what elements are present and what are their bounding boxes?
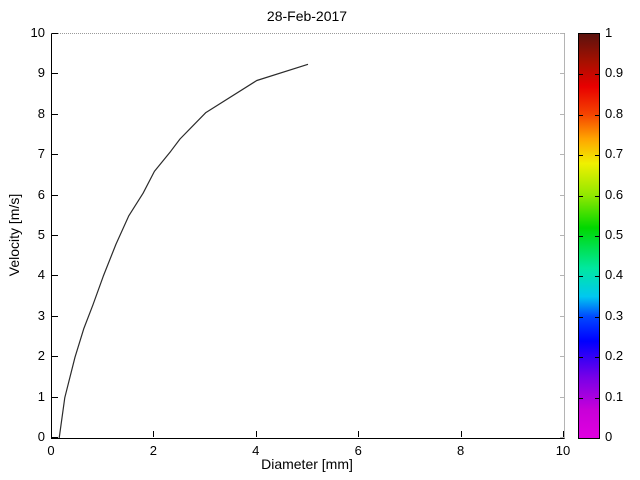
y-tick xyxy=(52,235,58,236)
colorbar-tick-label: 1 xyxy=(605,25,613,40)
y-tick xyxy=(52,396,58,398)
y-tick-label: 10 xyxy=(30,25,45,40)
x-tick xyxy=(358,431,360,437)
x-tick xyxy=(255,431,257,437)
y-tick-label: 6 xyxy=(37,186,45,202)
x-tick xyxy=(51,431,52,437)
colorbar-gradient xyxy=(579,34,599,438)
colorbar-tick-mark xyxy=(579,276,583,278)
colorbar-tick-mark xyxy=(579,155,583,157)
y-tick-label: 9 xyxy=(37,65,45,81)
y-tick-right xyxy=(560,275,564,277)
y-tick-right xyxy=(560,396,564,398)
x-tick-label: 2 xyxy=(149,443,157,458)
y-tick-right xyxy=(560,437,564,438)
y-tick-right xyxy=(560,356,564,358)
colorbar-tick-mark xyxy=(595,195,599,197)
y-tick-label: 7 xyxy=(37,146,45,162)
colorbar-tick-mark xyxy=(579,195,583,197)
x-tick-label: 8 xyxy=(456,443,465,458)
colorbar-tick-mark xyxy=(595,74,599,76)
y-tick-right xyxy=(560,194,564,196)
colorbar-tick-label: 0.5 xyxy=(605,227,624,242)
colorbar-tick-mark xyxy=(595,155,599,157)
y-tick-label: 3 xyxy=(37,307,45,323)
x-tick xyxy=(563,431,564,437)
colorbar-tick-label: 0 xyxy=(605,429,613,444)
y-tick-right xyxy=(560,113,564,115)
colorbar-tick-label: 0.4 xyxy=(605,267,624,283)
x-tick xyxy=(153,431,155,437)
colorbar-tick-mark xyxy=(579,114,583,116)
colorbar-tick-label: 0.6 xyxy=(605,186,624,202)
chart-title: 28-Feb-2017 xyxy=(266,8,348,24)
colorbar-tick-mark xyxy=(595,114,599,116)
colorbar-tick-label: 0.7 xyxy=(605,146,624,162)
colorbar-tick-mark xyxy=(579,397,583,399)
y-tick-label: 4 xyxy=(37,267,45,283)
x-tick-label: 0 xyxy=(47,443,55,458)
colorbar xyxy=(578,33,600,439)
curve-polyline xyxy=(58,63,309,438)
y-tick xyxy=(52,356,58,358)
colorbar-tick-mark xyxy=(595,397,599,399)
y-tick-label: 1 xyxy=(37,388,45,404)
y-tick xyxy=(52,33,58,34)
x-axis-label: Diameter [mm] xyxy=(261,456,353,472)
plot-area xyxy=(51,33,565,439)
colorbar-tick-label: 0.2 xyxy=(605,348,624,364)
y-tick-label: 0 xyxy=(37,429,45,444)
y-tick-label: 2 xyxy=(37,348,45,364)
colorbar-tick-mark xyxy=(579,236,583,237)
velocity-diameter-curve xyxy=(58,63,309,438)
colorbar-tick-mark xyxy=(595,236,599,237)
x-tick-label: 4 xyxy=(252,443,260,458)
colorbar-tick-mark xyxy=(595,357,599,359)
colorbar-tick-mark xyxy=(579,74,583,76)
y-tick xyxy=(52,154,58,156)
y-tick-right xyxy=(560,73,564,75)
y-tick-right xyxy=(560,33,564,34)
y-tick-right xyxy=(560,315,564,317)
colorbar-tick-label: 0.9 xyxy=(605,65,624,81)
y-tick xyxy=(52,315,58,317)
y-tick-right xyxy=(560,154,564,156)
y-tick-right xyxy=(560,235,564,236)
colorbar-tick-mark xyxy=(595,276,599,278)
y-tick xyxy=(52,437,58,438)
y-tick xyxy=(52,113,58,115)
y-tick-label: 5 xyxy=(37,227,45,242)
x-tick xyxy=(460,431,462,437)
colorbar-tick-label: 0.1 xyxy=(605,388,624,404)
y-tick xyxy=(52,194,58,196)
colorbar-tick-label: 0.3 xyxy=(605,307,624,323)
colorbar-tick-mark xyxy=(595,316,599,318)
x-tick-label: 10 xyxy=(555,443,571,458)
x-tick-label: 6 xyxy=(354,443,362,458)
y-tick xyxy=(52,275,58,277)
y-tick xyxy=(52,73,58,75)
y-tick-label: 8 xyxy=(37,105,45,121)
colorbar-tick-label: 0.8 xyxy=(605,105,624,121)
colorbar-tick-mark xyxy=(579,357,583,359)
colorbar-tick-mark xyxy=(579,316,583,318)
